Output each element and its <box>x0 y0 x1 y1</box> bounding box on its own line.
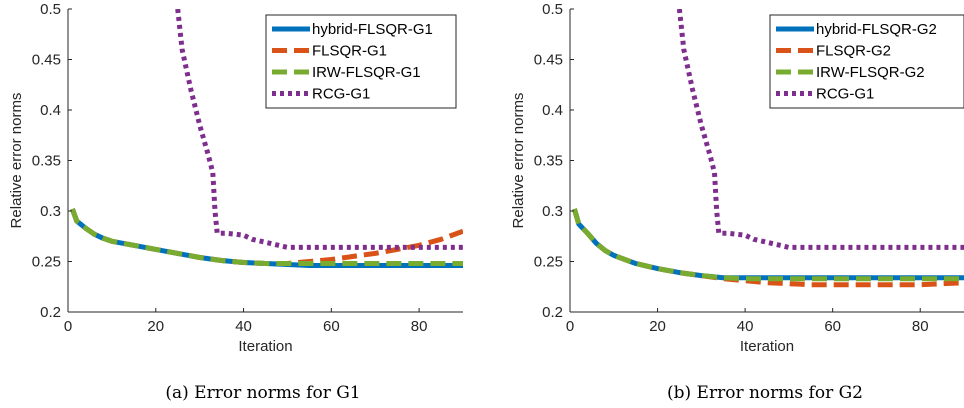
y-axis-label: Relative error norms <box>510 93 527 229</box>
x-tick-label: 80 <box>912 318 929 335</box>
x-tick-label: 20 <box>649 318 666 335</box>
y-tick-label: 0.3 <box>542 203 563 220</box>
x-tick-label: 80 <box>411 318 428 335</box>
x-axis-label: Iteration <box>238 338 292 355</box>
y-axis-label: Relative error norms <box>8 93 25 229</box>
y-tick-label: 0.45 <box>534 52 563 69</box>
x-tick-label: 60 <box>824 318 841 335</box>
legend-label: FLSQR-G1 <box>312 43 387 60</box>
x-tick-label: 0 <box>566 318 574 335</box>
legend-label: FLSQR-G2 <box>816 43 891 60</box>
y-tick-label: 0.2 <box>542 304 563 321</box>
y-tick-label: 0.3 <box>40 203 61 220</box>
y-tick-label: 0.5 <box>40 1 61 18</box>
figure-caption-a: (a) Error norms for G1 <box>165 383 360 403</box>
legend-label: hybrid-FLSQR-G1 <box>312 21 433 38</box>
legend-a: hybrid-FLSQR-G1 FLSQR-G1 IRW-FLSQR-G1 RCG-G… <box>265 14 457 109</box>
y-tick-label: 0.25 <box>534 254 563 271</box>
x-tick-label: 0 <box>64 318 72 335</box>
y-tick-label: 0.4 <box>40 102 61 119</box>
legend-b: hybrid-FLSQR-G2 FLSQR-G2 IRW-FLSQR-G2 RCG-G… <box>769 14 964 109</box>
y-tick-label: 0.5 <box>542 1 563 18</box>
y-tick-label: 0.35 <box>32 153 61 170</box>
x-axis-label: Iteration <box>740 338 794 355</box>
legend-label: IRW-FLSQR-G2 <box>816 64 925 81</box>
series-line-irw-flsqr-g1 <box>70 208 463 266</box>
legend-label: RCG-G1 <box>816 86 874 103</box>
x-tick-label: 20 <box>147 318 164 335</box>
x-tick-label: 40 <box>737 318 754 335</box>
series-line-rcg-g1 <box>676 9 964 250</box>
x-tick-label: 40 <box>235 318 252 335</box>
series-line-rcg-g1 <box>175 9 463 250</box>
legend-label: IRW-FLSQR-G1 <box>312 64 421 81</box>
y-tick-label: 0.4 <box>542 102 563 119</box>
legend-label: hybrid-FLSQR-G2 <box>816 21 937 38</box>
legend-label: RCG-G1 <box>312 86 370 103</box>
y-tick-label: 0.2 <box>40 304 61 321</box>
y-tick-label: 0.25 <box>32 254 61 271</box>
y-tick-label: 0.45 <box>32 52 61 69</box>
y-tick-label: 0.35 <box>534 153 563 170</box>
series-group-a <box>70 9 463 268</box>
chart-panel-a: 0 20 40 60 80 0.2 0.25 0.3 0.35 0.4 0.45 0.5 Iterati… <box>8 1 463 403</box>
chart-panel-b: 0 20 40 60 80 0.2 0.25 0.3 0.35 0.4 0.45 0.5 Iterati… <box>510 1 964 403</box>
series-group-b <box>571 9 964 288</box>
figure-caption-b: (b) Error norms for G2 <box>667 383 863 403</box>
x-tick-label: 60 <box>323 318 340 335</box>
series-line-irw-flsqr-g2 <box>571 208 964 282</box>
